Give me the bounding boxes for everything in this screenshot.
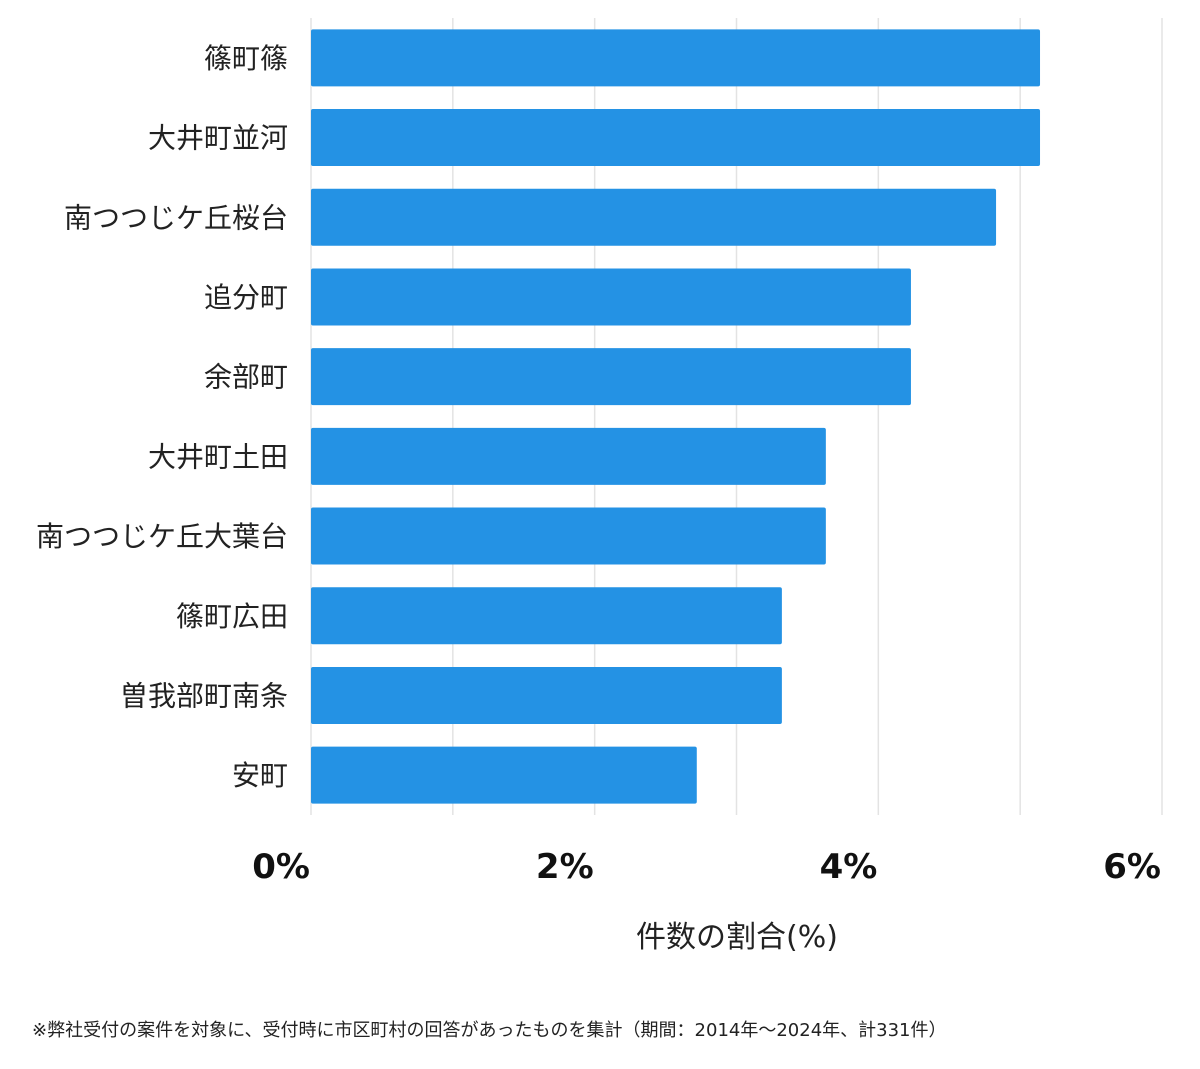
- y-axis-label: 余部町: [204, 361, 288, 394]
- x-axis-title: 件数の割合(%): [636, 920, 838, 955]
- bar: [311, 109, 1041, 167]
- footnote: ※弊社受付の案件を対象に、受付時に市区町村の回答があったものを集計（期間：201…: [32, 1020, 947, 1041]
- bar: [311, 348, 911, 406]
- bar: [311, 666, 782, 724]
- y-axis-label: 南つつじケ丘桜台: [64, 201, 288, 234]
- bar: [311, 268, 911, 326]
- x-axis-tick-labels: 0% 2% 4% 6%: [252, 847, 1161, 887]
- bar: [311, 587, 782, 645]
- x-tick-label: 6%: [1103, 847, 1161, 887]
- y-axis-label: 大井町土田: [148, 440, 288, 473]
- y-axis-label: 大井町並河: [148, 122, 288, 155]
- y-axis-label: 南つつじケ丘大葉台: [36, 520, 288, 553]
- x-tick-label: 2%: [536, 847, 594, 887]
- x-tick-label: 0%: [252, 847, 310, 887]
- y-axis-label: 篠町広田: [176, 600, 288, 633]
- y-axis-label: 安町: [232, 759, 288, 792]
- bar: [311, 507, 826, 565]
- y-axis-label: 曽我部町南条: [120, 679, 288, 712]
- y-axis-label: 篠町篠: [204, 42, 288, 75]
- bar: [311, 29, 1041, 87]
- bars: [311, 29, 1041, 804]
- bar: [311, 746, 697, 804]
- bar: [311, 427, 826, 485]
- y-axis-label: 追分町: [204, 281, 288, 314]
- y-axis-labels: 篠町篠大井町並河南つつじケ丘桜台追分町余部町大井町土田南つつじケ丘大葉台篠町広田…: [36, 42, 288, 792]
- bar: [311, 188, 997, 246]
- x-tick-label: 4%: [820, 847, 878, 887]
